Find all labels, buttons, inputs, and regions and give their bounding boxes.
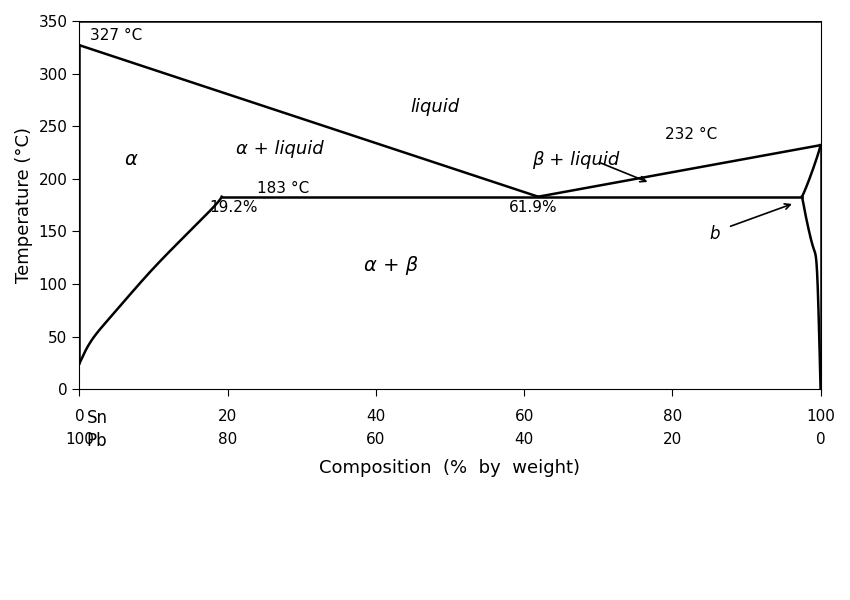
Text: 100: 100 [65,431,94,446]
Text: 327 °C: 327 °C [90,28,143,43]
Text: 61.9%: 61.9% [509,200,558,215]
Text: 80: 80 [663,409,682,424]
Text: b: b [710,224,720,242]
Text: 20: 20 [663,431,682,446]
Text: α + liquid: α + liquid [235,140,323,158]
Text: α: α [125,151,138,169]
Text: 100: 100 [806,409,835,424]
Text: 20: 20 [218,409,237,424]
Text: 183 °C: 183 °C [258,181,309,196]
Text: 40: 40 [366,409,385,424]
Text: Pb: Pb [87,431,107,449]
Text: 60: 60 [366,431,386,446]
Text: 232 °C: 232 °C [665,127,717,142]
Text: 60: 60 [514,409,534,424]
Y-axis label: Temperature (°C): Temperature (°C) [15,127,33,283]
Text: β + liquid: β + liquid [532,151,620,169]
Text: liquid: liquid [411,98,460,116]
Text: 19.2%: 19.2% [209,200,258,215]
Text: α + β: α + β [364,256,418,275]
Text: 0: 0 [816,431,825,446]
Text: Composition  (%  by  weight): Composition (% by weight) [320,459,581,477]
Text: 40: 40 [514,431,534,446]
Text: 0: 0 [75,409,84,424]
Text: Sn: Sn [87,409,108,427]
Text: 80: 80 [218,431,237,446]
